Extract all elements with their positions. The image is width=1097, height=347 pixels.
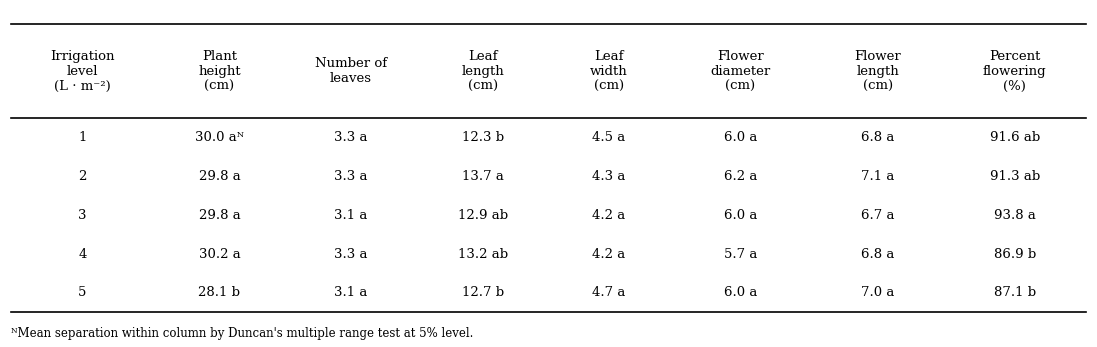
- Text: 5.7 a: 5.7 a: [724, 247, 757, 261]
- Text: 7.1 a: 7.1 a: [861, 170, 894, 183]
- Text: 4.3 a: 4.3 a: [592, 170, 625, 183]
- Text: Irrigation
level
(L · m⁻²): Irrigation level (L · m⁻²): [50, 50, 114, 93]
- Text: 6.7 a: 6.7 a: [861, 209, 894, 222]
- Text: 3.1 a: 3.1 a: [335, 209, 367, 222]
- Text: 6.0 a: 6.0 a: [724, 209, 757, 222]
- Text: Leaf
length
(cm): Leaf length (cm): [462, 50, 504, 93]
- Text: 29.8 a: 29.8 a: [199, 209, 240, 222]
- Text: 4.5 a: 4.5 a: [592, 131, 625, 144]
- Text: 6.0 a: 6.0 a: [724, 131, 757, 144]
- Text: 13.2 ab: 13.2 ab: [457, 247, 508, 261]
- Text: 29.8 a: 29.8 a: [199, 170, 240, 183]
- Text: 3.1 a: 3.1 a: [335, 286, 367, 299]
- Text: 3.3 a: 3.3 a: [335, 131, 367, 144]
- Text: Plant
height
(cm): Plant height (cm): [199, 50, 240, 93]
- Text: 86.9 b: 86.9 b: [994, 247, 1036, 261]
- Text: Flower
diameter
(cm): Flower diameter (cm): [711, 50, 770, 93]
- Text: 6.8 a: 6.8 a: [861, 131, 894, 144]
- Text: 5: 5: [78, 286, 87, 299]
- Text: 4.7 a: 4.7 a: [592, 286, 625, 299]
- Text: ᴺMean separation within column by Duncan's multiple range test at 5% level.: ᴺMean separation within column by Duncan…: [11, 327, 473, 340]
- Text: 6.8 a: 6.8 a: [861, 247, 894, 261]
- Text: 1: 1: [78, 131, 87, 144]
- Text: 7.0 a: 7.0 a: [861, 286, 894, 299]
- Text: 3: 3: [78, 209, 87, 222]
- Text: 91.3 ab: 91.3 ab: [989, 170, 1040, 183]
- Text: Number of
leaves: Number of leaves: [315, 57, 387, 85]
- Text: 93.8 a: 93.8 a: [994, 209, 1036, 222]
- Text: 12.9 ab: 12.9 ab: [457, 209, 508, 222]
- Text: 4.2 a: 4.2 a: [592, 209, 625, 222]
- Text: 6.2 a: 6.2 a: [724, 170, 757, 183]
- Text: 87.1 b: 87.1 b: [994, 286, 1036, 299]
- Text: Leaf
width
(cm): Leaf width (cm): [590, 50, 627, 93]
- Text: 12.3 b: 12.3 b: [462, 131, 504, 144]
- Text: Flower
length
(cm): Flower length (cm): [855, 50, 901, 93]
- Text: 2: 2: [78, 170, 87, 183]
- Text: Percent
flowering
(%): Percent flowering (%): [983, 50, 1047, 93]
- Text: 28.1 b: 28.1 b: [199, 286, 240, 299]
- Text: 4.2 a: 4.2 a: [592, 247, 625, 261]
- Text: 91.6 ab: 91.6 ab: [989, 131, 1040, 144]
- Text: 6.0 a: 6.0 a: [724, 286, 757, 299]
- Text: 30.2 a: 30.2 a: [199, 247, 240, 261]
- Text: 3.3 a: 3.3 a: [335, 170, 367, 183]
- Text: 13.7 a: 13.7 a: [462, 170, 504, 183]
- Text: 3.3 a: 3.3 a: [335, 247, 367, 261]
- Text: 4: 4: [78, 247, 87, 261]
- Text: 30.0 aᴺ: 30.0 aᴺ: [195, 131, 244, 144]
- Text: 12.7 b: 12.7 b: [462, 286, 504, 299]
